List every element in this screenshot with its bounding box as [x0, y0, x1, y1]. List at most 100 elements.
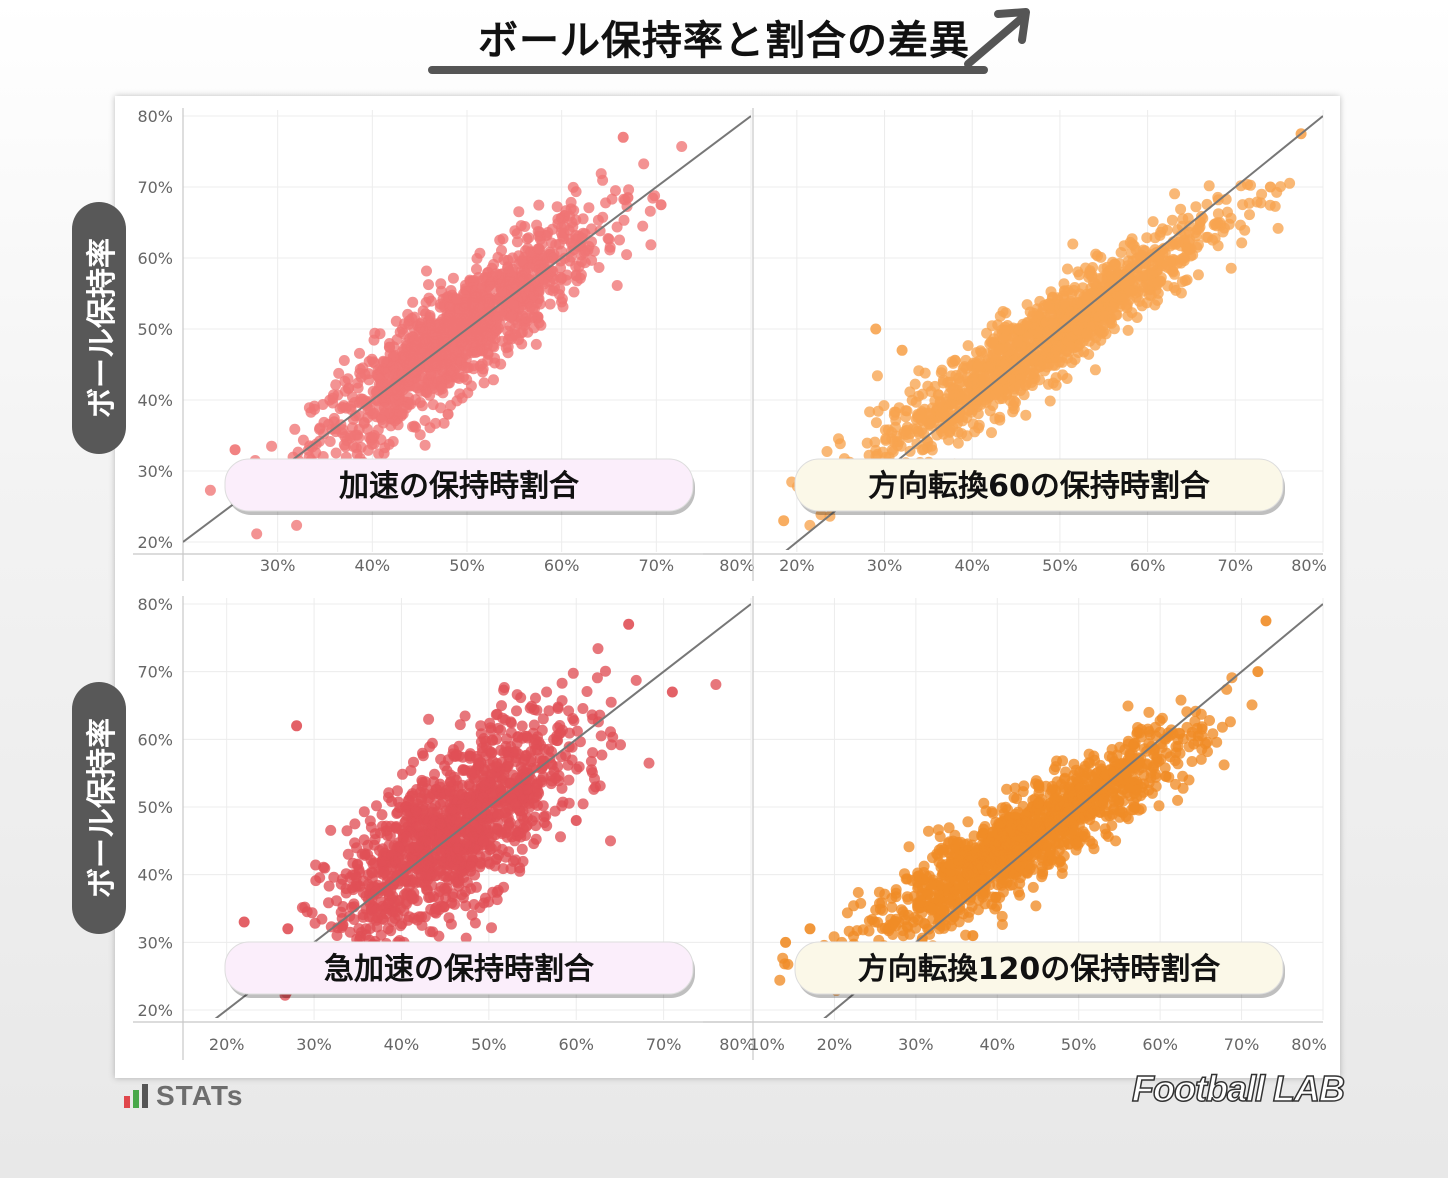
- data-point: [581, 686, 593, 697]
- data-point: [1018, 389, 1030, 401]
- data-point: [291, 720, 303, 732]
- data-point: [666, 686, 678, 698]
- data-point: [541, 820, 553, 832]
- data-point: [489, 357, 501, 369]
- data-point: [538, 273, 550, 285]
- data-point: [470, 881, 482, 893]
- data-point: [586, 223, 597, 235]
- data-point: [452, 842, 464, 854]
- data-point: [416, 911, 427, 923]
- data-point: [1175, 694, 1187, 706]
- data-point: [405, 398, 417, 410]
- data-point: [532, 785, 544, 797]
- data-point: [828, 931, 840, 943]
- data-point: [981, 327, 993, 339]
- data-point: [872, 405, 884, 417]
- data-point: [1058, 298, 1070, 310]
- data-point: [463, 779, 475, 790]
- data-point: [1044, 395, 1056, 407]
- x-tick-label: 50%: [1042, 556, 1078, 575]
- data-point: [1124, 236, 1136, 248]
- data-point: [589, 773, 600, 785]
- data-point: [994, 344, 1005, 355]
- data-point: [339, 375, 351, 387]
- data-point: [435, 402, 447, 414]
- data-point: [421, 783, 433, 795]
- data-point: [1018, 780, 1030, 792]
- data-point: [517, 255, 528, 267]
- data-point: [570, 260, 582, 272]
- y-tick-label: 50%: [137, 798, 173, 817]
- data-point: [555, 222, 567, 234]
- data-point: [952, 437, 964, 449]
- data-point: [347, 391, 358, 403]
- data-point: [366, 866, 378, 878]
- data-point: [358, 417, 370, 429]
- data-point: [330, 379, 342, 391]
- data-point: [956, 391, 968, 403]
- data-point: [325, 824, 337, 836]
- data-point: [1190, 201, 1202, 213]
- data-point: [528, 719, 540, 731]
- data-point: [1004, 339, 1016, 351]
- data-point: [424, 741, 436, 753]
- data-point: [577, 798, 589, 810]
- data-point: [434, 301, 446, 313]
- data-point: [1001, 783, 1013, 795]
- data-point: [556, 296, 567, 308]
- data-point: [611, 221, 623, 233]
- data-point: [314, 872, 326, 884]
- data-point: [451, 749, 462, 761]
- data-point: [1177, 213, 1189, 225]
- data-point: [518, 814, 530, 826]
- data-point: [1027, 881, 1039, 893]
- data-point: [490, 840, 502, 852]
- data-point: [438, 417, 450, 429]
- data-point: [450, 813, 462, 825]
- data-point: [459, 886, 471, 897]
- data-point: [834, 438, 846, 450]
- data-point: [492, 322, 504, 334]
- data-point: [1124, 285, 1136, 297]
- data-point: [895, 440, 907, 452]
- data-point: [368, 356, 379, 368]
- data-point: [996, 919, 1008, 930]
- data-point: [843, 925, 855, 937]
- data-point: [1246, 699, 1258, 711]
- data-point: [362, 878, 374, 890]
- data-point: [1052, 340, 1064, 352]
- data-point: [488, 374, 499, 386]
- data-point: [537, 713, 549, 725]
- data-point: [514, 865, 526, 877]
- data-point: [1065, 306, 1077, 317]
- data-point: [450, 774, 462, 786]
- data-point: [815, 509, 827, 521]
- data-point: [371, 800, 382, 812]
- data-point: [595, 168, 607, 180]
- data-point: [1202, 231, 1214, 243]
- data-point: [1176, 276, 1188, 288]
- data-point: [1098, 319, 1110, 331]
- x-tick-label: 60%: [1130, 556, 1166, 575]
- y-tick-label: 40%: [137, 866, 173, 885]
- data-point: [546, 746, 557, 758]
- data-point: [472, 322, 484, 334]
- data-point: [416, 372, 428, 384]
- data-point: [984, 389, 996, 401]
- data-point: [430, 357, 442, 369]
- data-point: [886, 433, 898, 445]
- data-point: [486, 831, 498, 843]
- data-point: [464, 332, 476, 344]
- data-point: [552, 722, 564, 734]
- data-point: [443, 912, 455, 924]
- data-point: [511, 236, 523, 248]
- data-point: [528, 289, 539, 301]
- data-point: [474, 902, 486, 914]
- data-point: [335, 906, 347, 918]
- data-point: [541, 686, 553, 698]
- data-point: [431, 844, 443, 856]
- data-point: [1034, 295, 1046, 307]
- data-point: [1170, 284, 1182, 296]
- data-point: [592, 214, 604, 226]
- pill-bg: [794, 458, 1284, 512]
